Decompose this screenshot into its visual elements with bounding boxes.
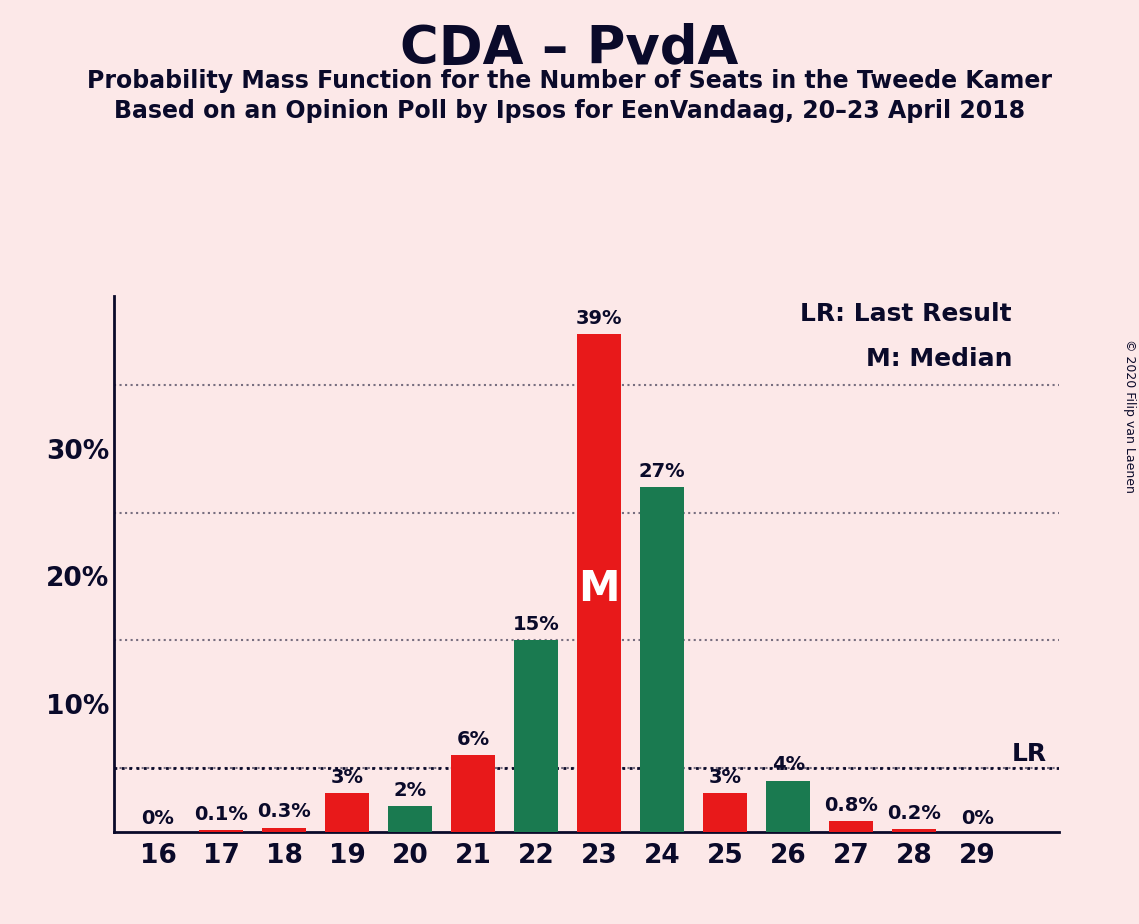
Bar — [640, 487, 685, 832]
Text: LR: LR — [1013, 742, 1047, 766]
Bar — [388, 806, 432, 832]
Text: 0.1%: 0.1% — [194, 805, 248, 824]
Bar — [199, 831, 243, 832]
Text: M: M — [579, 568, 620, 610]
Text: 3%: 3% — [330, 768, 363, 787]
Text: CDA – PvdA: CDA – PvdA — [400, 23, 739, 75]
Text: Probability Mass Function for the Number of Seats in the Tweede Kamer: Probability Mass Function for the Number… — [87, 69, 1052, 93]
Text: 6%: 6% — [457, 730, 490, 748]
Text: 3%: 3% — [708, 768, 741, 787]
Text: 4%: 4% — [772, 755, 805, 774]
Bar — [767, 781, 810, 832]
Text: 27%: 27% — [639, 462, 686, 480]
Text: 0.8%: 0.8% — [825, 796, 878, 815]
Text: 39%: 39% — [576, 309, 622, 328]
Bar — [451, 755, 495, 832]
Bar — [577, 334, 621, 832]
Text: M: Median: M: Median — [866, 346, 1013, 371]
Text: 2%: 2% — [394, 781, 427, 799]
Text: 0.3%: 0.3% — [257, 802, 311, 821]
Text: 0.2%: 0.2% — [887, 804, 941, 822]
Text: © 2020 Filip van Laenen: © 2020 Filip van Laenen — [1123, 339, 1137, 492]
Bar — [829, 821, 874, 832]
Bar — [892, 829, 936, 832]
Text: 0%: 0% — [141, 808, 174, 828]
Bar — [514, 640, 558, 832]
Bar — [703, 794, 747, 832]
Bar — [262, 828, 306, 832]
Text: 15%: 15% — [513, 614, 559, 634]
Text: LR: Last Result: LR: Last Result — [801, 302, 1013, 326]
Text: 0%: 0% — [961, 808, 993, 828]
Text: Based on an Opinion Poll by Ipsos for EenVandaag, 20–23 April 2018: Based on an Opinion Poll by Ipsos for Ee… — [114, 99, 1025, 123]
Bar — [325, 794, 369, 832]
